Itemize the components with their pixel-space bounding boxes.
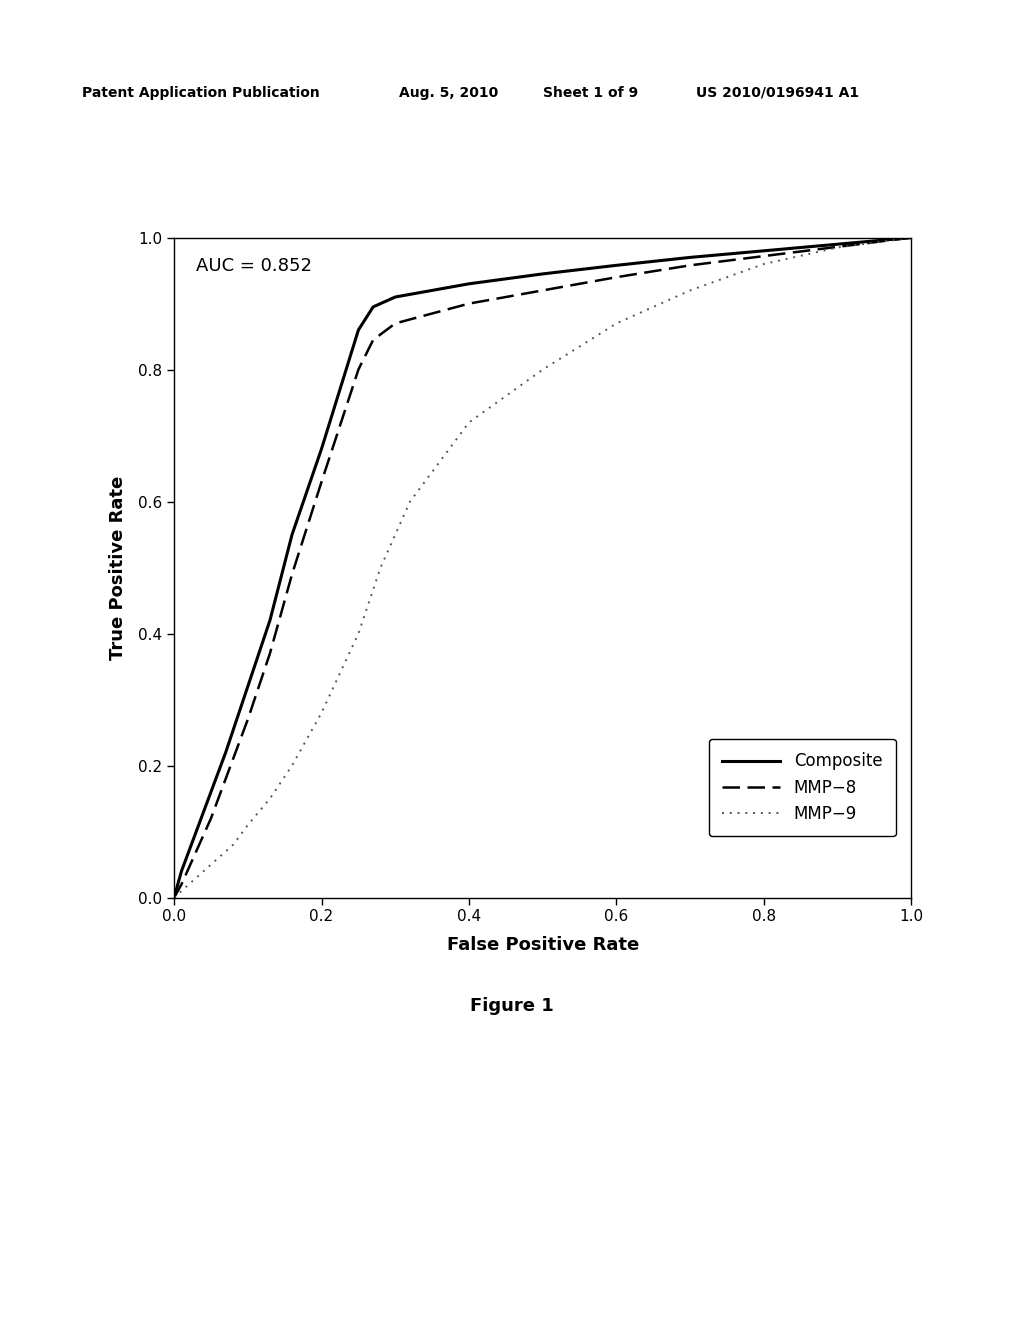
Text: AUC = 0.852: AUC = 0.852 xyxy=(197,257,312,276)
Text: Sheet 1 of 9: Sheet 1 of 9 xyxy=(543,86,638,100)
Text: US 2010/0196941 A1: US 2010/0196941 A1 xyxy=(696,86,859,100)
Text: Aug. 5, 2010: Aug. 5, 2010 xyxy=(399,86,499,100)
Legend: Composite, MMP−8, MMP−9: Composite, MMP−8, MMP−9 xyxy=(709,739,896,837)
X-axis label: False Positive Rate: False Positive Rate xyxy=(446,936,639,953)
Y-axis label: True Positive Rate: True Positive Rate xyxy=(109,475,127,660)
Text: Patent Application Publication: Patent Application Publication xyxy=(82,86,319,100)
Text: Figure 1: Figure 1 xyxy=(470,997,554,1015)
